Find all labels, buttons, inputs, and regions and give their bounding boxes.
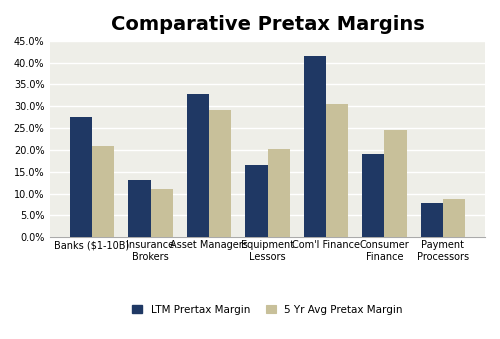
- Bar: [384, 130, 406, 237]
- Bar: [209, 110, 231, 237]
- Bar: [268, 149, 289, 237]
- Bar: [70, 117, 92, 237]
- Title: Comparative Pretax Margins: Comparative Pretax Margins: [110, 15, 424, 34]
- Bar: [150, 189, 172, 237]
- Bar: [92, 145, 114, 237]
- Bar: [246, 165, 268, 237]
- Bar: [421, 203, 443, 237]
- Legend: LTM Prertax Margin, 5 Yr Avg Pretax Margin: LTM Prertax Margin, 5 Yr Avg Pretax Marg…: [132, 305, 403, 315]
- Bar: [128, 180, 150, 237]
- Bar: [304, 56, 326, 237]
- Bar: [326, 104, 348, 237]
- Bar: [187, 94, 209, 237]
- Bar: [362, 154, 384, 237]
- Bar: [443, 199, 465, 237]
